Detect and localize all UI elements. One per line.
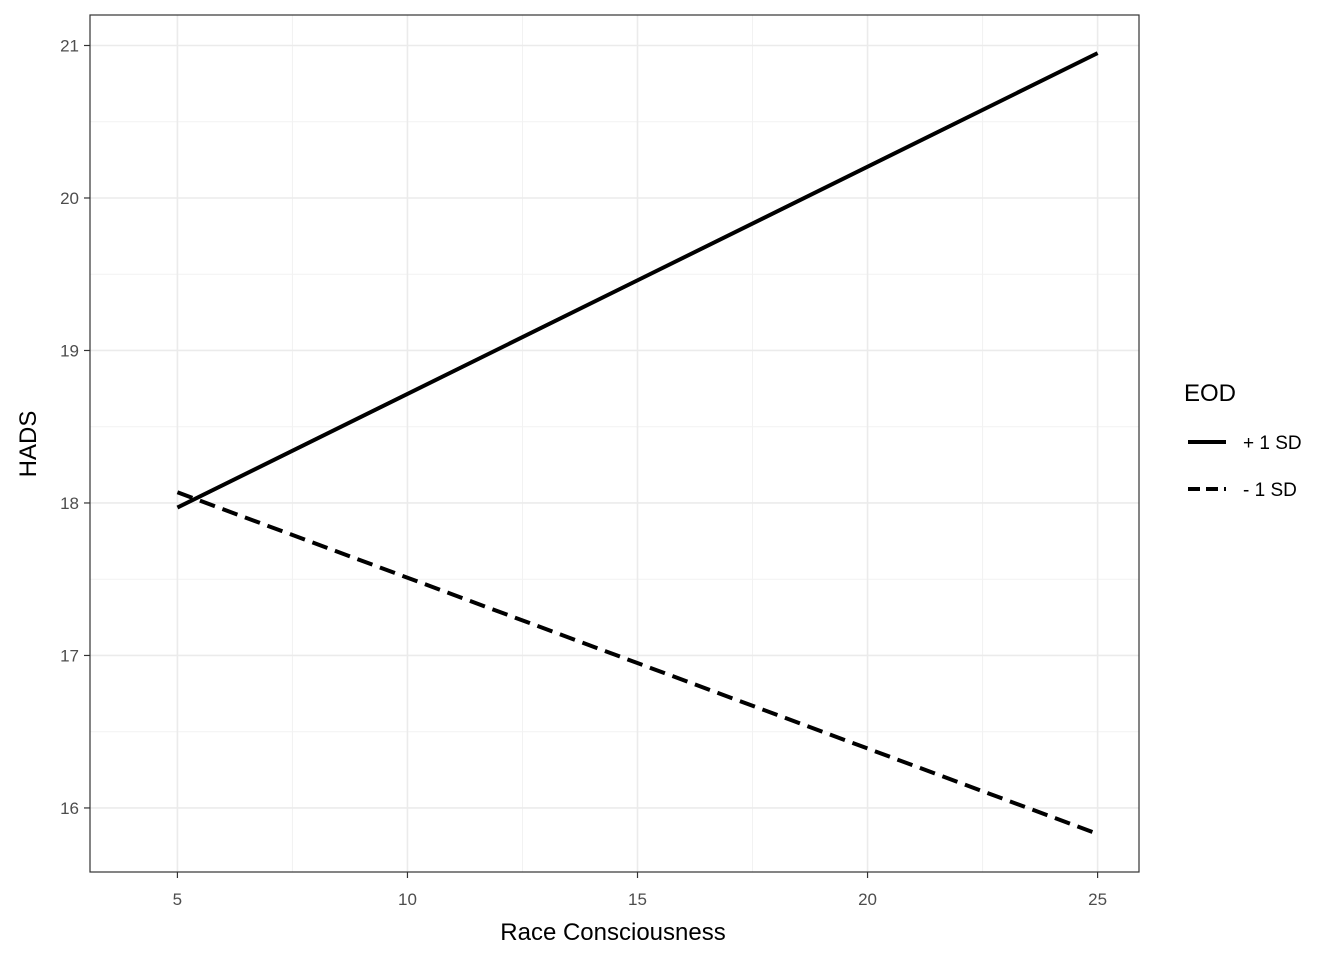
legend-label: + 1 SD — [1243, 433, 1302, 454]
x-tick-label: 25 — [1088, 890, 1107, 909]
x-tick-label: 15 — [628, 890, 647, 909]
series-line — [176, 490, 1099, 836]
y-axis: 16 17 18 19 20 21 — [60, 36, 90, 818]
y-tick-label: 19 — [60, 341, 79, 360]
legend-items: + 1 SD - 1 SD — [1188, 433, 1302, 501]
y-axis-title: HADS — [15, 411, 42, 478]
x-tick-label: 5 — [173, 890, 182, 909]
series-lines — [176, 51, 1099, 836]
panel-border — [89, 14, 1140, 873]
y-tick-label: 16 — [60, 799, 79, 818]
x-axis-title: Race Consciousness — [500, 919, 725, 946]
y-tick-label: 20 — [60, 189, 79, 208]
legend-title: EOD — [1184, 380, 1236, 407]
legend: EOD + 1 SD - 1 SD — [1184, 380, 1302, 501]
minor-gridlines — [90, 15, 1139, 872]
y-tick-label: 18 — [60, 494, 79, 513]
y-tick-label: 17 — [60, 646, 79, 665]
x-axis: 5 10 15 20 25 — [173, 872, 1107, 909]
series-line — [176, 51, 1099, 510]
y-tick-label: 21 — [60, 36, 79, 55]
x-tick-label: 10 — [398, 890, 417, 909]
x-tick-label: 20 — [858, 890, 877, 909]
legend-label: - 1 SD — [1243, 480, 1297, 501]
major-gridlines — [90, 15, 1139, 872]
